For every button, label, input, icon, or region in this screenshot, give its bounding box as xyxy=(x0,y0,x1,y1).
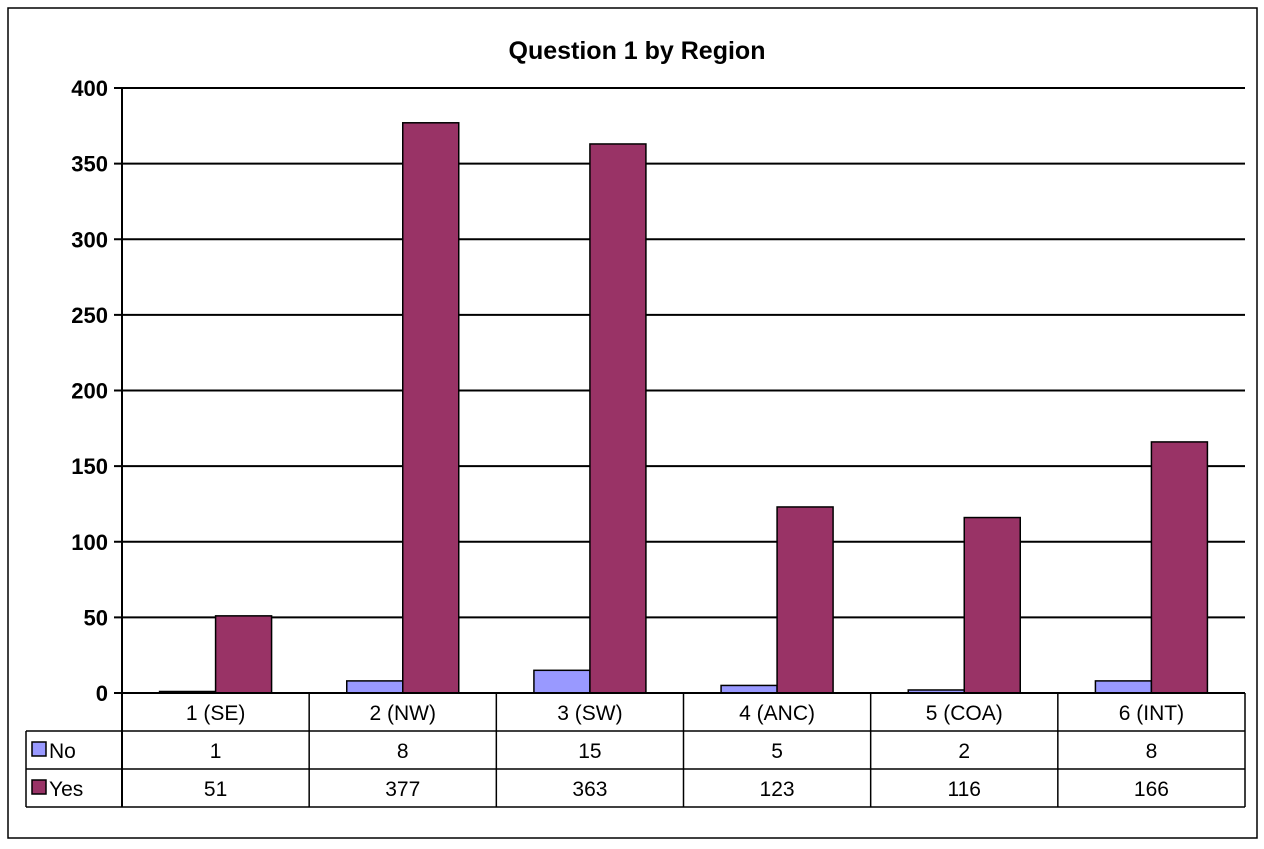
gridlines xyxy=(114,87,1245,807)
y-tick-label: 350 xyxy=(71,152,108,177)
table-value-no-3: 15 xyxy=(578,740,601,763)
table-value-yes-2: 377 xyxy=(385,778,420,801)
y-tick-label: 300 xyxy=(71,227,108,252)
y-tick-label: 150 xyxy=(71,454,108,479)
bar-yes-3 xyxy=(589,143,647,694)
table-value-yes-3: 363 xyxy=(572,778,607,801)
bar-no-2 xyxy=(346,680,404,694)
legend-swatch-yes xyxy=(31,779,47,795)
table-value-no-4: 5 xyxy=(771,740,783,763)
x-tick-label: 6 (INT) xyxy=(1119,702,1184,725)
y-tick-label: 0 xyxy=(96,681,108,706)
x-tick-label: 5 (COA) xyxy=(926,702,1003,725)
legend-swatch-no xyxy=(31,741,47,757)
table-value-yes-5: 116 xyxy=(948,778,981,801)
bar-yes-4 xyxy=(776,506,834,694)
bar-no-4 xyxy=(720,684,778,694)
bar-yes-6 xyxy=(1150,441,1209,694)
bar-yes-1 xyxy=(214,615,273,694)
y-tick-label: 100 xyxy=(71,530,108,555)
x-tick-label: 2 (NW) xyxy=(370,702,437,725)
bar-yes-2 xyxy=(402,122,460,694)
table-value-yes-6: 166 xyxy=(1134,778,1169,801)
table-value-no-5: 2 xyxy=(958,740,970,763)
data-table: 1 (SE) 2 (NW) 3 (SW) 4 (ANC) 5 (COA) 6 (INT) N… xyxy=(25,692,1246,808)
x-tick-label: 1 (SE) xyxy=(186,702,246,725)
table-value-yes-4: 123 xyxy=(760,778,795,801)
bar-no-6 xyxy=(1094,680,1153,694)
table-value-yes-1: 51 xyxy=(204,778,227,801)
y-tick-label: 200 xyxy=(71,379,108,404)
table-value-no-1: 1 xyxy=(210,740,222,763)
table-value-no-6: 8 xyxy=(1146,740,1158,763)
legend-label-no: No xyxy=(49,740,76,763)
y-tick-label: 250 xyxy=(71,303,108,328)
bar-no-3 xyxy=(533,669,591,694)
x-tick-label: 4 (ANC) xyxy=(739,702,815,725)
chart-title: Question 1 by Region xyxy=(509,37,766,65)
y-tick-label: 400 xyxy=(71,76,108,101)
y-tick-label: 50 xyxy=(84,605,108,630)
table-value-no-2: 8 xyxy=(397,740,409,763)
y-axis-tick-labels: 0 50 100 150 200 250 300 350 400 xyxy=(71,76,108,706)
x-tick-label: 3 (SW) xyxy=(557,702,622,725)
bar-yes-5 xyxy=(963,516,1021,694)
legend-label-yes: Yes xyxy=(49,778,83,801)
